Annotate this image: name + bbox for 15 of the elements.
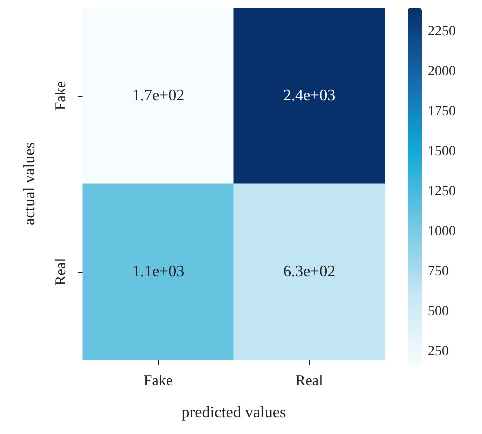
color-bar-label: 750	[428, 264, 449, 280]
data-label: 6.3e+02	[283, 264, 336, 280]
color-bar-label: 500	[428, 304, 449, 320]
y-axis-title: actual values	[22, 142, 38, 226]
color-bar-label: 1500	[428, 144, 456, 160]
x-axis-title: predicted values	[182, 404, 286, 422]
color-bar-label: 250	[428, 344, 449, 360]
data-label: 1.7e+02	[132, 88, 185, 104]
data-label: 1.1e+03	[132, 264, 185, 280]
data-label: 2.4e+03	[283, 88, 336, 104]
color-bar-label: 2000	[428, 64, 456, 80]
color-bar-label: 2250	[428, 24, 456, 40]
color-bar-label: 1250	[428, 184, 456, 200]
color-bar-label: 1000	[428, 224, 456, 240]
color-bar-label: 1750	[428, 104, 456, 120]
